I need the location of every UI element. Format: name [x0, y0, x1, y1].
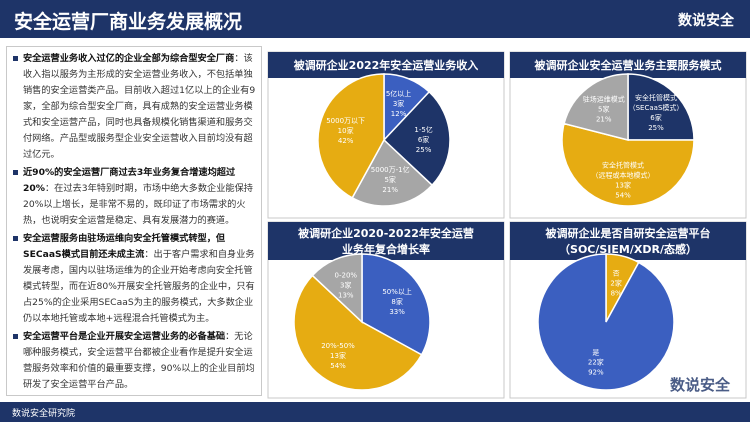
watermark: 数说安全	[670, 376, 731, 394]
slice-label: 42%	[338, 137, 354, 145]
slice-label: 92%	[588, 369, 604, 377]
pie-slice	[627, 73, 695, 141]
bullet-bold: 安全运营服务由驻场运维向安全托管模式转型，但SECaaS模式目前还未成主流	[23, 233, 226, 260]
bullet: 安全运营平台是企业开展安全运营业务的必备基础：无论哪种服务模式，安全运营平台都被…	[11, 329, 257, 393]
slice-label: 21%	[596, 116, 612, 124]
slice-label: 54%	[615, 191, 631, 199]
slice-label: 21%	[382, 186, 398, 194]
slice-label: 安全托管模式	[602, 160, 644, 169]
slice-label: 5亿以上	[386, 89, 411, 98]
bullet-text: ：该收入指以服务为主形成的安全运营业务收入，不包括单独销售的安全运营类产品。目前…	[23, 53, 256, 160]
slice-label: 3家	[340, 281, 351, 290]
bullet-text: ：无论哪种服务模式，安全运营平台都被企业看作是提升安全运营服务效率和价值的最重要…	[23, 331, 255, 390]
slice-label: （SECaaS模式）	[629, 103, 684, 112]
pie-slice	[317, 73, 385, 199]
slice-label: 54%	[330, 362, 346, 370]
bullet: 安全运营业务收入过亿的企业全部为综合型安全厂商：该收入指以服务为主形成的安全运营…	[11, 51, 257, 163]
slice-label: 2家	[610, 278, 621, 287]
bullet-bold: 安全运营平台是企业开展安全运营业务的必备基础	[23, 331, 226, 342]
slice-label: 6家	[650, 113, 661, 122]
logo: 数说安全	[678, 13, 734, 29]
slice-label: 13家	[615, 180, 631, 189]
slice-label: 13家	[330, 351, 346, 360]
chart-header	[510, 222, 746, 260]
chart-title: 业务年复合增长率	[342, 242, 430, 256]
bullet-text: ：出于客户需求和自身业务发展考虑，国内以驻场运维为的企业开始考虑向安全托管模式转…	[23, 249, 255, 324]
slice-label: 12%	[391, 110, 407, 118]
slice-label: 5000万-1亿	[371, 165, 410, 174]
slice-label: 5家	[598, 105, 609, 114]
slice-label: 6家	[418, 135, 429, 144]
slice-label: 安全托管模式	[635, 93, 677, 102]
slice-label: 50%以上	[382, 287, 412, 296]
slice-label: 5000万以下	[326, 117, 365, 125]
slice-label: 1-5亿	[414, 125, 432, 134]
slice-label: 25%	[648, 124, 664, 132]
pie-slice	[293, 274, 423, 391]
pie-slice	[563, 73, 629, 141]
slice-label: 否	[613, 269, 620, 277]
slice-label: （远程或本地模式）	[592, 170, 655, 179]
slice-label: 0-20%	[335, 272, 358, 280]
chart-title: 被调研企业2022年安全运营业务收入	[294, 58, 479, 72]
slice-label: 3家	[393, 99, 404, 108]
pie-slice	[537, 253, 675, 391]
slice-label: 是	[592, 349, 599, 357]
slice-label: 25%	[416, 146, 432, 154]
slice-label: 10家	[338, 126, 354, 135]
chart-title: 被调研企业2020-2022年安全运营	[298, 226, 474, 240]
bullet-bold: 近90%的安全运营厂商过去3年业务复合增速均超过20%	[23, 167, 236, 194]
header: 安全运营厂商业务发展概况 数说安全	[0, 0, 750, 38]
slice-label: 20%-50%	[321, 342, 355, 350]
slice-label: 22家	[588, 358, 604, 367]
bullet-bold: 安全运营业务收入过亿的企业全部为综合型安全厂商	[23, 53, 235, 64]
slice-label: 13%	[338, 292, 354, 300]
slice-label: 5家	[384, 175, 395, 184]
pie-slice	[311, 253, 363, 324]
slice-label: 33%	[389, 308, 405, 316]
pie-slice	[382, 90, 451, 187]
bullet-text: ：在过去3年特别时期，市场中绝大多数企业能保持20%以上增长，是非常不易的，既印…	[23, 183, 253, 226]
slice-label: 8%	[611, 289, 622, 297]
pie-slice	[561, 122, 695, 207]
footer: 数说安全研究院	[0, 402, 750, 422]
bullet: 安全运营服务由驻场运维向安全托管模式转型，但SECaaS模式目前还未成主流：出于…	[11, 231, 257, 327]
title: 安全运营厂商业务发展概况	[14, 11, 243, 33]
chart-title: 被调研企业是否自研安全运营平台	[546, 226, 711, 240]
chart-title: 被调研企业安全运营业务主要服务模式	[535, 58, 722, 72]
slice-label: 8家	[391, 297, 402, 306]
chart-header	[268, 222, 504, 260]
footer-text: 数说安全研究院	[12, 409, 76, 419]
chart-title: （SOC/SIEM/XDR/态感）	[559, 242, 697, 256]
pie-slice	[361, 253, 431, 356]
bullet: 近90%的安全运营厂商过去3年业务复合增速均超过20%：在过去3年特别时期，市场…	[11, 165, 257, 229]
slice-label: 驻场运维模式	[583, 95, 625, 104]
bullet-panel: 安全运营业务收入过亿的企业全部为综合型安全厂商：该收入指以服务为主形成的安全运营…	[6, 46, 262, 396]
pie-slice	[351, 138, 434, 207]
